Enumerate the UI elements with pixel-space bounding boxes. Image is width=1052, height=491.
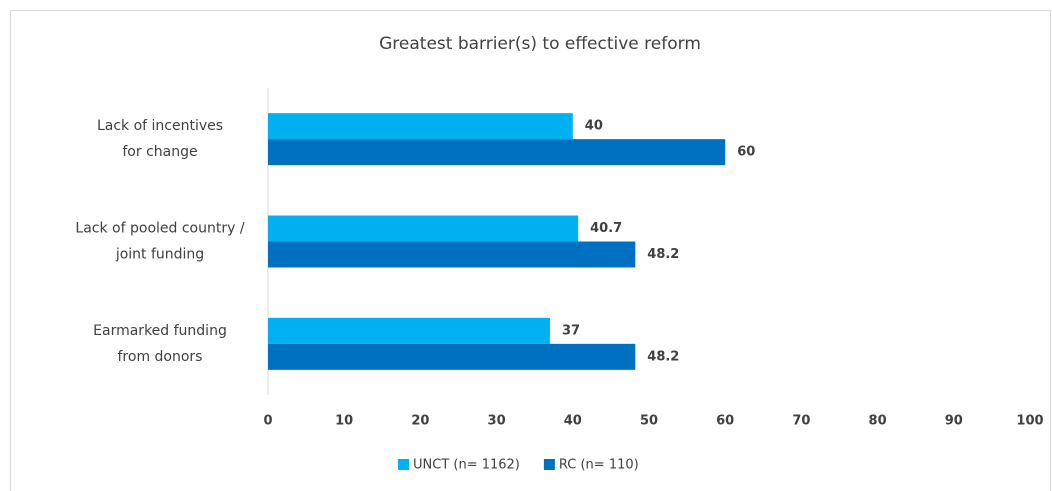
bar <box>268 113 573 140</box>
bar <box>268 317 550 344</box>
x-tick-label: 20 <box>411 414 429 429</box>
category-label: for change <box>122 144 197 160</box>
chart-border <box>10 10 1051 491</box>
value-label: 48.2 <box>647 349 679 364</box>
x-tick-label: 80 <box>869 414 887 429</box>
bar <box>268 343 636 370</box>
value-label: 48.2 <box>647 247 679 262</box>
value-label: 40.7 <box>590 221 622 236</box>
x-tick-label: 0 <box>263 414 272 429</box>
x-tick-label: 90 <box>945 414 963 429</box>
category-label: from donors <box>118 349 203 365</box>
x-tick-label: 50 <box>640 414 658 429</box>
legend-label: UNCT (n= 1162) <box>413 458 520 473</box>
x-tick-label: 40 <box>564 414 582 429</box>
category-label: Lack of pooled country / <box>75 221 244 237</box>
x-tick-label: 100 <box>1016 414 1043 429</box>
legend-swatch <box>543 459 555 470</box>
value-label: 40 <box>585 119 603 134</box>
bar <box>268 139 726 166</box>
value-label: 60 <box>737 145 755 160</box>
legend-label: RC (n= 110) <box>559 458 639 473</box>
category-label: Lack of incentives <box>97 118 223 134</box>
value-label: 37 <box>562 323 580 338</box>
x-tick-label: 70 <box>792 414 810 429</box>
bar <box>268 215 579 242</box>
legend-swatch <box>398 459 409 470</box>
x-tick-label: 10 <box>335 414 353 429</box>
x-tick-label: 60 <box>716 414 734 429</box>
x-tick-label: 30 <box>488 414 506 429</box>
category-label: Earmarked funding <box>93 323 227 339</box>
chart-title: Greatest barrier(s) to effective reform <box>379 34 701 54</box>
category-label: joint funding <box>115 247 204 263</box>
bar <box>268 241 636 268</box>
